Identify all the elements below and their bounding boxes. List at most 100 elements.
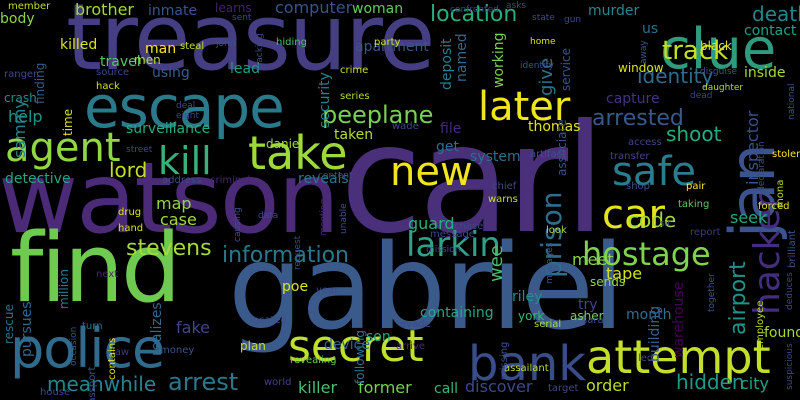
word-passport: passport [87, 366, 98, 400]
word-forced: forced [758, 201, 790, 212]
word-transfer: transfer [610, 151, 650, 162]
word-airport: airport [726, 261, 751, 335]
word-john: john [216, 39, 236, 49]
word-next: next [96, 269, 119, 280]
word-using: using [152, 65, 190, 81]
word-crash: crash [4, 91, 37, 105]
word-evade: evade [400, 319, 431, 330]
word-drug: drug [118, 207, 142, 218]
word-member: member [8, 1, 51, 12]
word-employee: employee [755, 300, 766, 350]
word-code: code [628, 208, 677, 232]
word-system: system [470, 149, 521, 165]
word-address: address [162, 175, 202, 186]
word-surveillance: surveillance [126, 121, 211, 137]
word-house: house [40, 387, 71, 398]
word-asher: asher [570, 309, 604, 323]
word-sara: sara [582, 315, 604, 326]
word-death: death [752, 2, 800, 26]
word-meet: meet [572, 250, 614, 269]
word-deposit: deposit [439, 38, 455, 90]
word-seek: seek [730, 208, 768, 227]
word-causing: causing [233, 207, 243, 242]
word-killer: killer [298, 378, 338, 397]
word-try: try [578, 297, 598, 313]
word-time: time [61, 108, 75, 136]
word-guard: guard [408, 214, 455, 233]
word-identify: identify [520, 61, 554, 71]
word-find: find [10, 214, 181, 324]
word-plan: plan [240, 339, 266, 353]
word-manages: manages [545, 242, 555, 284]
word-computer: computer [275, 0, 353, 17]
word-located: located [250, 315, 287, 326]
word-lord: lord [109, 158, 148, 182]
word-month: month [626, 307, 672, 323]
word-artifact: artifact [530, 149, 567, 160]
word-associate: associate [555, 119, 569, 176]
word-city: city [740, 374, 769, 393]
word-service: service [559, 48, 573, 91]
word-lead: lead [230, 61, 260, 77]
word-meeting: meeting [319, 198, 329, 236]
word-larkin: larkin [406, 225, 501, 265]
word-asks: asks [506, 1, 527, 11]
word-apartment: apartment [355, 39, 429, 55]
word-source: source [96, 67, 130, 78]
word-state: state [532, 13, 555, 23]
word-containing: containing [420, 305, 494, 321]
word-million: million [57, 269, 71, 309]
word-message: message [430, 229, 475, 240]
word-missing: missing [499, 341, 510, 380]
word-content: content [318, 171, 353, 181]
word-year: year [316, 285, 339, 296]
word-son: son [366, 329, 391, 345]
word-away: away [639, 40, 649, 64]
word-eight: eight [176, 111, 199, 121]
word-following: following [353, 330, 367, 384]
word-man: man [145, 41, 177, 57]
word-serial: serial [534, 319, 562, 330]
word-suspicious: suspicious [785, 343, 795, 390]
word-hiding: hiding [276, 37, 307, 48]
word-learns: learns [215, 1, 252, 15]
word-location: location [430, 2, 518, 27]
word-access: access [628, 137, 662, 148]
word-sir: sir [660, 219, 671, 229]
word-turn: turn [82, 321, 103, 332]
word-arrested: arrested [592, 106, 684, 131]
word-later: later [478, 84, 571, 130]
word-clue: clue [660, 17, 777, 82]
word-carl: carl [340, 93, 606, 267]
word-safe: safe [612, 149, 697, 195]
word-black: black [700, 39, 732, 53]
word-tape: tape [606, 264, 643, 283]
word-stevens: stevens [126, 236, 212, 261]
word-criminal: criminal [210, 175, 251, 186]
word-hand: hand [118, 223, 144, 234]
word-confronted: confronted [450, 5, 499, 15]
word-series: series [340, 91, 370, 102]
word-woman: woman [352, 1, 404, 17]
word-map: map [156, 194, 192, 213]
word-together: together [707, 273, 717, 312]
word-deal: deal [176, 101, 196, 111]
word-travel: travel [100, 54, 141, 70]
word-contains: contains [107, 337, 118, 380]
word-help: help [8, 107, 43, 126]
word-poe: poe [282, 279, 309, 295]
word-wade: wade [392, 121, 419, 132]
word-hostage: hostage [582, 235, 711, 273]
word-revealing: revealing [290, 355, 337, 366]
word-pursues: pursues [19, 301, 35, 357]
word-pair: pair [686, 181, 706, 192]
word-wee: wee [486, 245, 507, 282]
word-money: money [160, 345, 195, 356]
word-reveals: reveals [298, 171, 349, 187]
word-chief: chief [492, 181, 517, 192]
word-men: men [134, 53, 161, 67]
word-ranger: ranger [4, 69, 38, 80]
word-working: working [491, 32, 507, 88]
word-file: file [440, 121, 462, 137]
